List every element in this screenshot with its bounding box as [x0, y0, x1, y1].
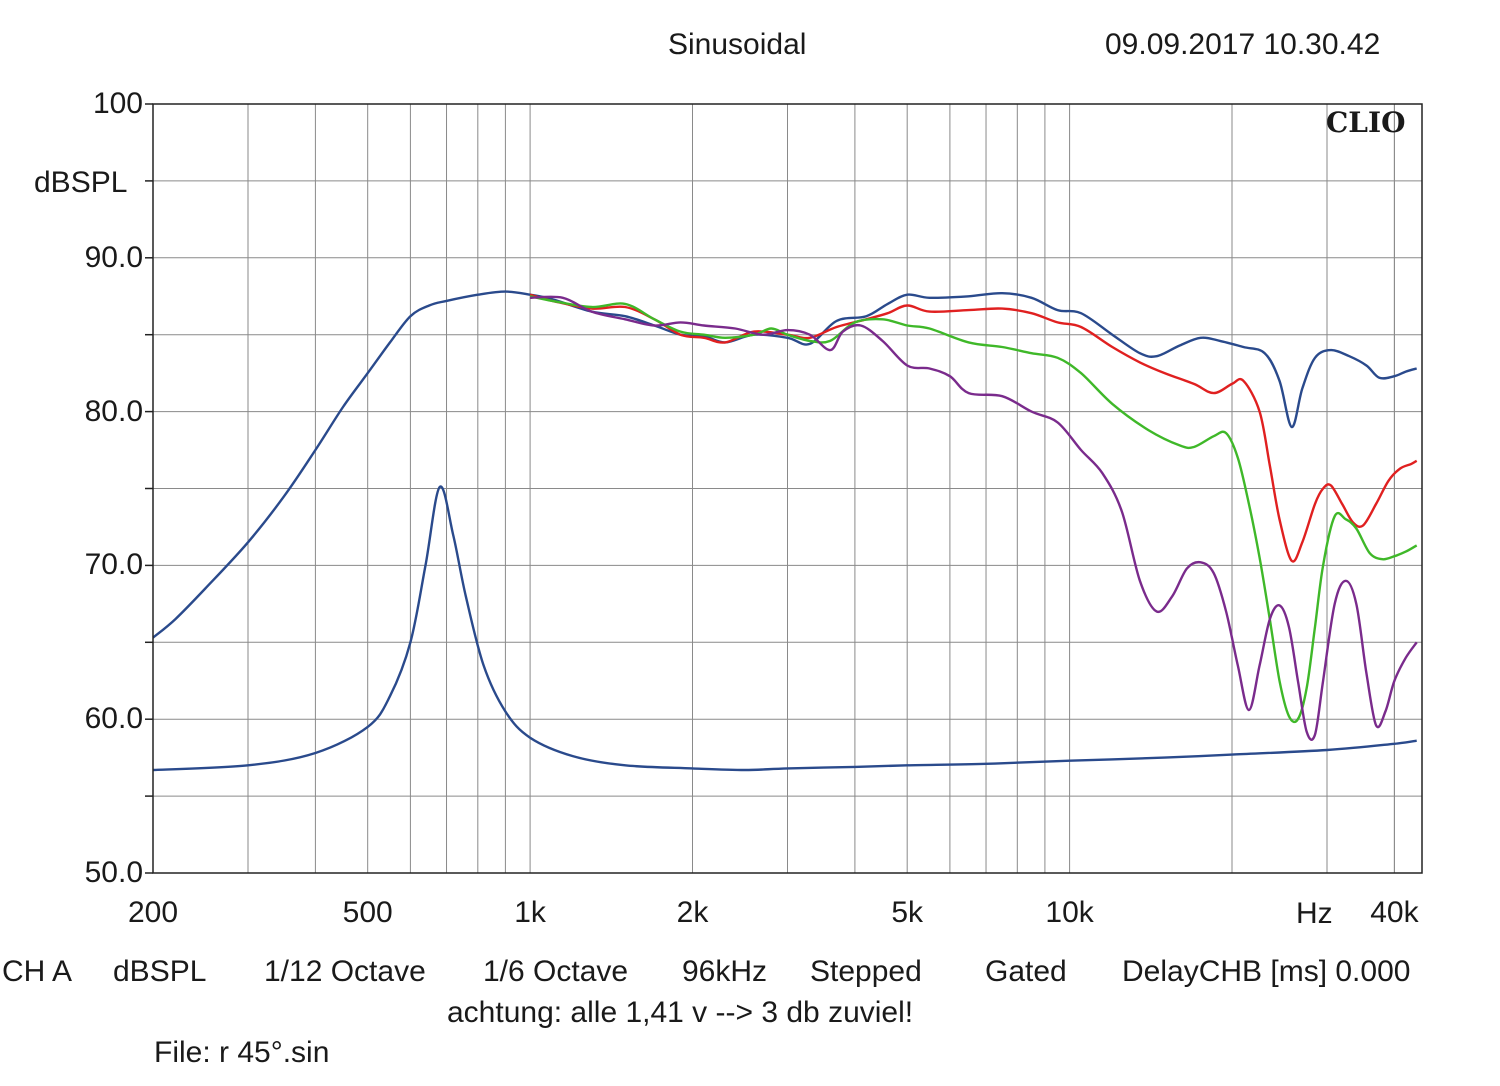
y-tick-label: 90.0 [84, 240, 143, 274]
series-line-3 [529, 293, 1418, 563]
x-axis-label: Hz [1296, 897, 1333, 930]
x-tick-label: 40k [1370, 896, 1419, 929]
file-name: File: r 45°.sin [154, 1036, 330, 1069]
series-line-1 [152, 290, 1418, 639]
x-tick-label: 500 [342, 896, 393, 929]
timestamp: 09.09.2017 10.30.42 [1105, 28, 1381, 61]
footer-mode: Stepped [810, 955, 922, 988]
x-tick-label: 10k [1045, 896, 1094, 929]
clio-logo: CLIO [1326, 106, 1406, 139]
footer-gating: Gated [985, 955, 1067, 988]
x-tick-label: 2k [676, 896, 709, 929]
y-tick-label: 60.0 [84, 702, 143, 736]
footer-smoothing: 1/6 Octave [483, 955, 629, 988]
y-axis-label: dBSPL [34, 166, 128, 199]
series-line-5 [530, 295, 1418, 741]
chart-title: Sinusoidal [668, 28, 807, 61]
footer-note: achtung: alle 1,41 v --> 3 db zuviel! [447, 996, 914, 1029]
y-tick-label: 70.0 [84, 548, 143, 582]
x-tick-label: 1k [514, 896, 546, 929]
y-tick-label: 50.0 [84, 856, 143, 889]
footer-resolution: 1/12 Octave [264, 955, 426, 988]
footer-delay: DelayCHB [ms] 0.000 [1122, 955, 1411, 988]
y-tick-label: 100 [92, 87, 143, 120]
footer-sample-rate: 96kHz [682, 955, 768, 988]
plot-frame [152, 103, 1423, 874]
y-tick-label: 80.0 [84, 394, 143, 428]
grid-lines [145, 103, 1422, 874]
series-line-4 [529, 295, 1418, 724]
series-layer [152, 290, 1418, 772]
footer-channel: CH A [2, 955, 73, 988]
series-line-2 [152, 485, 1417, 772]
x-tick-label: 200 [127, 896, 179, 929]
x-tick-label: 5k [891, 896, 924, 929]
footer-unit: dBSPL [113, 955, 207, 988]
